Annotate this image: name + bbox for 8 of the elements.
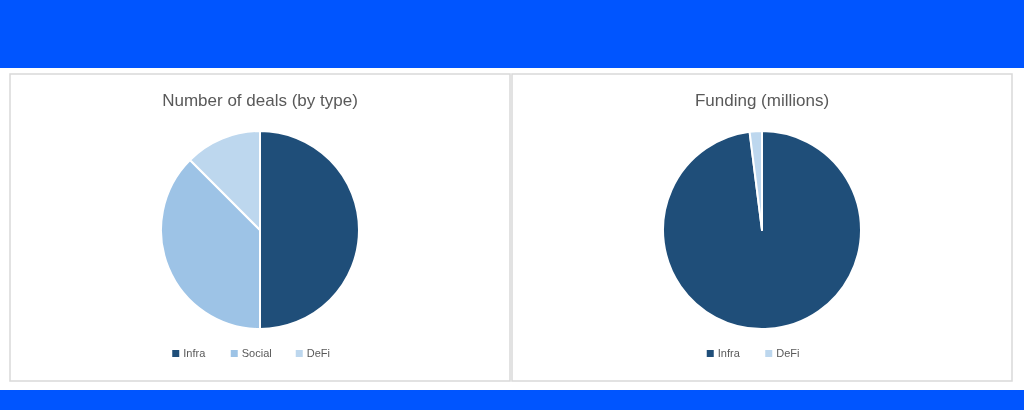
chart-title: Number of deals (by type) <box>162 91 358 110</box>
legend-label: Infra <box>717 347 741 359</box>
legend-label: DeFi <box>306 347 330 359</box>
legend-label: DeFi <box>776 347 800 359</box>
legend-label: Social <box>241 347 272 359</box>
chart-title: Funding (millions) <box>694 91 830 110</box>
pie-slice <box>662 130 862 330</box>
legend-label: Infra <box>183 347 207 359</box>
